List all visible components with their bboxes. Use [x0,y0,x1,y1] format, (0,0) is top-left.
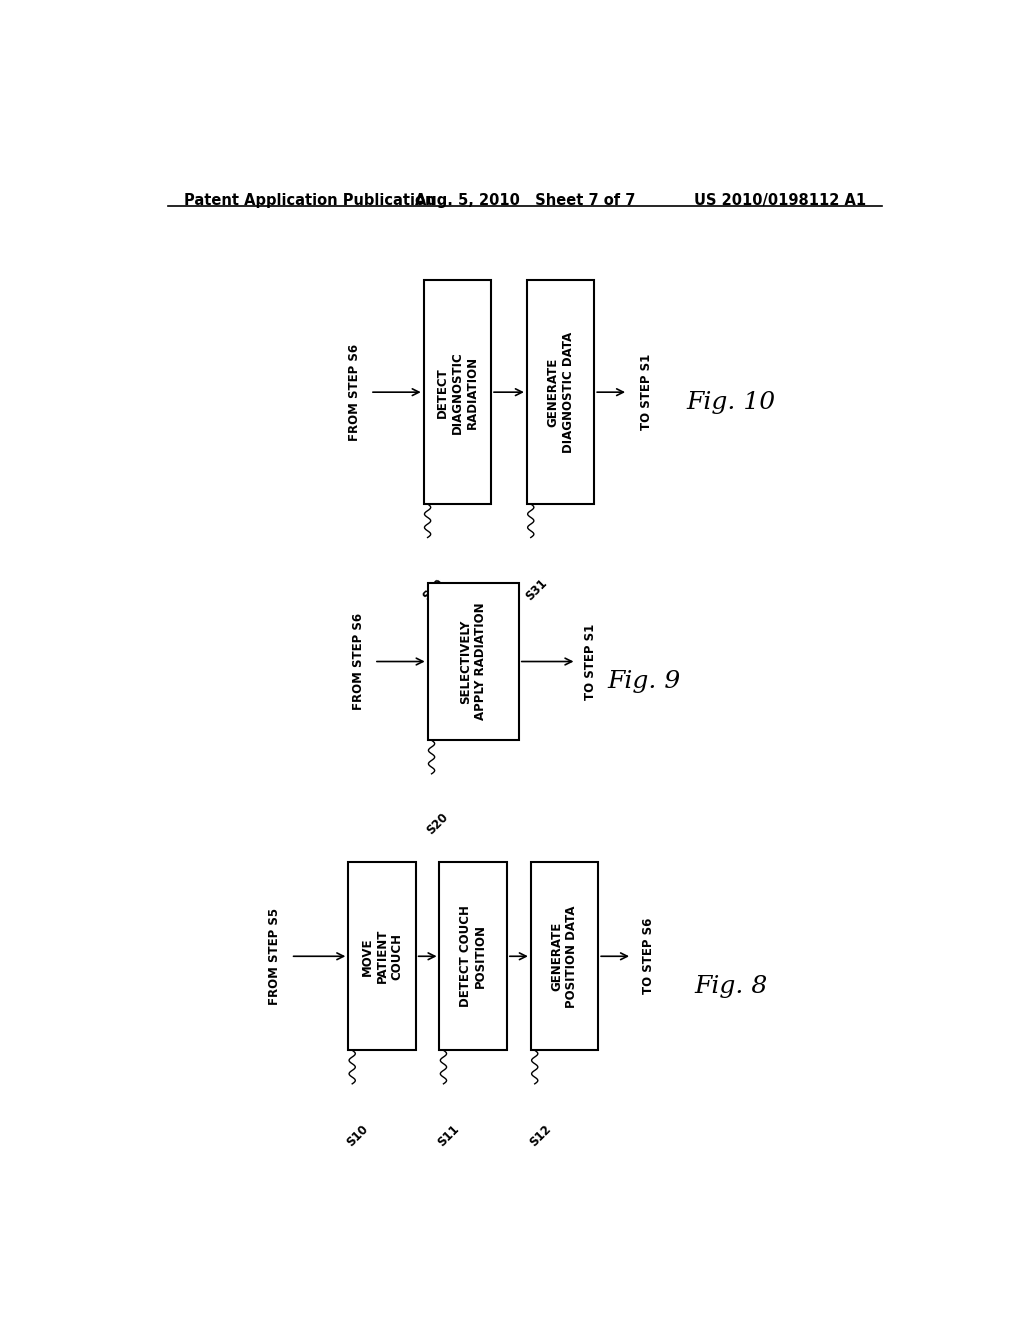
Text: GENERATE
DIAGNOSTIC DATA: GENERATE DIAGNOSTIC DATA [547,331,574,453]
Text: DETECT COUCH
POSITION: DETECT COUCH POSITION [459,906,487,1007]
Text: FROM STEP S6: FROM STEP S6 [351,612,365,710]
Text: US 2010/0198112 A1: US 2010/0198112 A1 [694,193,866,209]
Text: S30: S30 [420,576,446,603]
Text: S11: S11 [435,1122,462,1150]
Text: S20: S20 [424,810,451,837]
Bar [348,862,416,1051]
Text: GENERATE
POSITION DATA: GENERATE POSITION DATA [551,906,579,1007]
Text: Fig. 9: Fig. 9 [607,671,681,693]
Bar [530,862,598,1051]
Text: S31: S31 [523,576,550,603]
Text: DETECT
DIAGNOSTIC
RADIATION: DETECT DIAGNOSTIC RADIATION [436,351,479,433]
Text: Fig. 8: Fig. 8 [694,975,768,998]
Text: TO STEP S6: TO STEP S6 [642,919,655,994]
Bar [428,582,519,741]
Text: SELECTIVELY
APPLY RADIATION: SELECTIVELY APPLY RADIATION [459,603,487,721]
Text: TO STEP S1: TO STEP S1 [585,623,597,700]
Bar [439,862,507,1051]
Text: TO STEP S1: TO STEP S1 [640,354,653,430]
Text: Fig. 10: Fig. 10 [686,391,776,414]
Bar [526,280,594,504]
Text: Aug. 5, 2010   Sheet 7 of 7: Aug. 5, 2010 Sheet 7 of 7 [415,193,635,209]
Text: Patent Application Publication: Patent Application Publication [183,193,435,209]
Text: S10: S10 [344,1122,371,1150]
Text: FROM STEP S5: FROM STEP S5 [268,908,282,1005]
Text: MOVE
PATIENT
COUCH: MOVE PATIENT COUCH [360,929,403,983]
Text: S12: S12 [526,1122,554,1150]
Bar [424,280,492,504]
Text: FROM STEP S6: FROM STEP S6 [348,343,360,441]
